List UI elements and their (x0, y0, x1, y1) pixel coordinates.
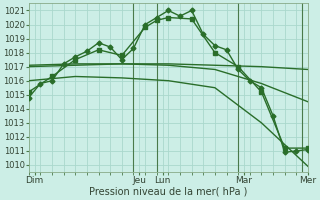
X-axis label: Pression niveau de la mer( hPa ): Pression niveau de la mer( hPa ) (89, 187, 248, 197)
